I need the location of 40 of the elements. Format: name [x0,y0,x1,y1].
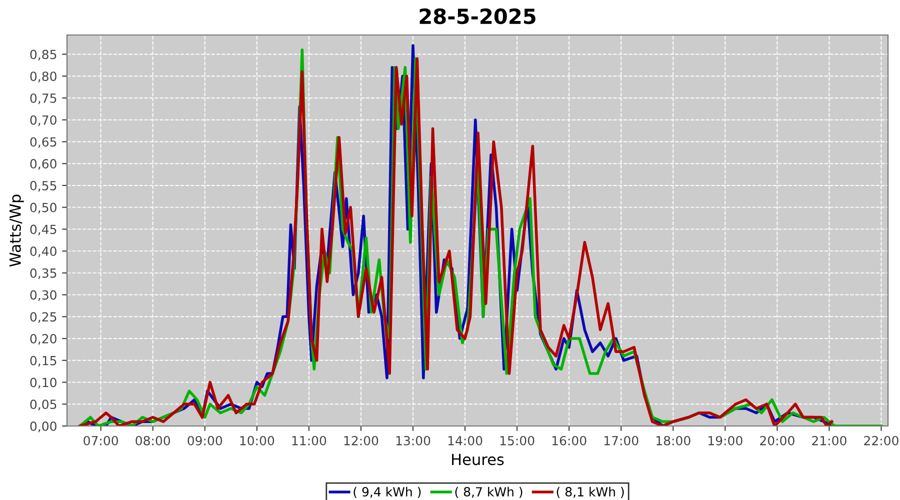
y-axis-title: Watts/Wp [10,194,24,267]
legend-label: ( 8,1 kWh ) [556,486,624,498]
x-tick-label: 21:00 [812,436,846,446]
y-tick-label: 0,55 [30,180,56,192]
legend-label: ( 8,7 kWh ) [455,486,522,498]
y-tick-label: 0,20 [30,334,56,345]
x-tick-label: 15:00 [500,436,534,446]
x-tick-label: 18:00 [656,436,690,446]
x-tick-label: 11:00 [292,436,326,446]
y-tick-label: 0,00 [30,421,56,432]
x-tick-label: 17:00 [604,436,638,446]
y-tick-label: 0,35 [30,268,56,280]
y-tick-label: 0,40 [30,246,56,258]
y-tick-label: 0,65 [30,137,56,148]
x-axis-title: Heures [452,454,504,466]
y-tick-label: 0,80 [30,72,56,82]
y-tick-label: 0,60 [30,159,56,170]
x-tick-label: 19:00 [708,436,742,446]
x-tick-label: 16:00 [552,436,586,446]
x-tick-label: 07:00 [84,436,118,446]
y-tick-label: 0,30 [30,290,56,301]
x-tick-label: 14:00 [448,436,482,446]
y-tick-label: 0,70 [30,115,56,126]
y-tick-label: 0,15 [30,356,56,367]
legend-label: ( 9,4 kWh ) [354,486,421,498]
x-tick-label: 10:00 [240,436,274,446]
x-tick-label: 08:00 [136,436,170,446]
x-tick-label: 13:00 [396,436,430,446]
y-tick-label: 0,50 [30,202,56,214]
x-tick-label: 09:00 [188,436,222,446]
x-tick-label: 22:00 [864,436,898,446]
y-tick-label: 0,25 [30,312,56,323]
y-tick-label: 0,05 [30,400,56,410]
y-tick-label: 0,85 [30,50,56,60]
y-tick-label: 0,45 [30,224,56,236]
chart-title: 28-5-2025 [420,8,536,24]
y-tick-label: 0,75 [30,93,56,104]
y-tick-label: 0,10 [30,378,56,388]
x-tick-label: 20:00 [760,436,794,446]
x-tick-label: 12:00 [344,436,378,446]
